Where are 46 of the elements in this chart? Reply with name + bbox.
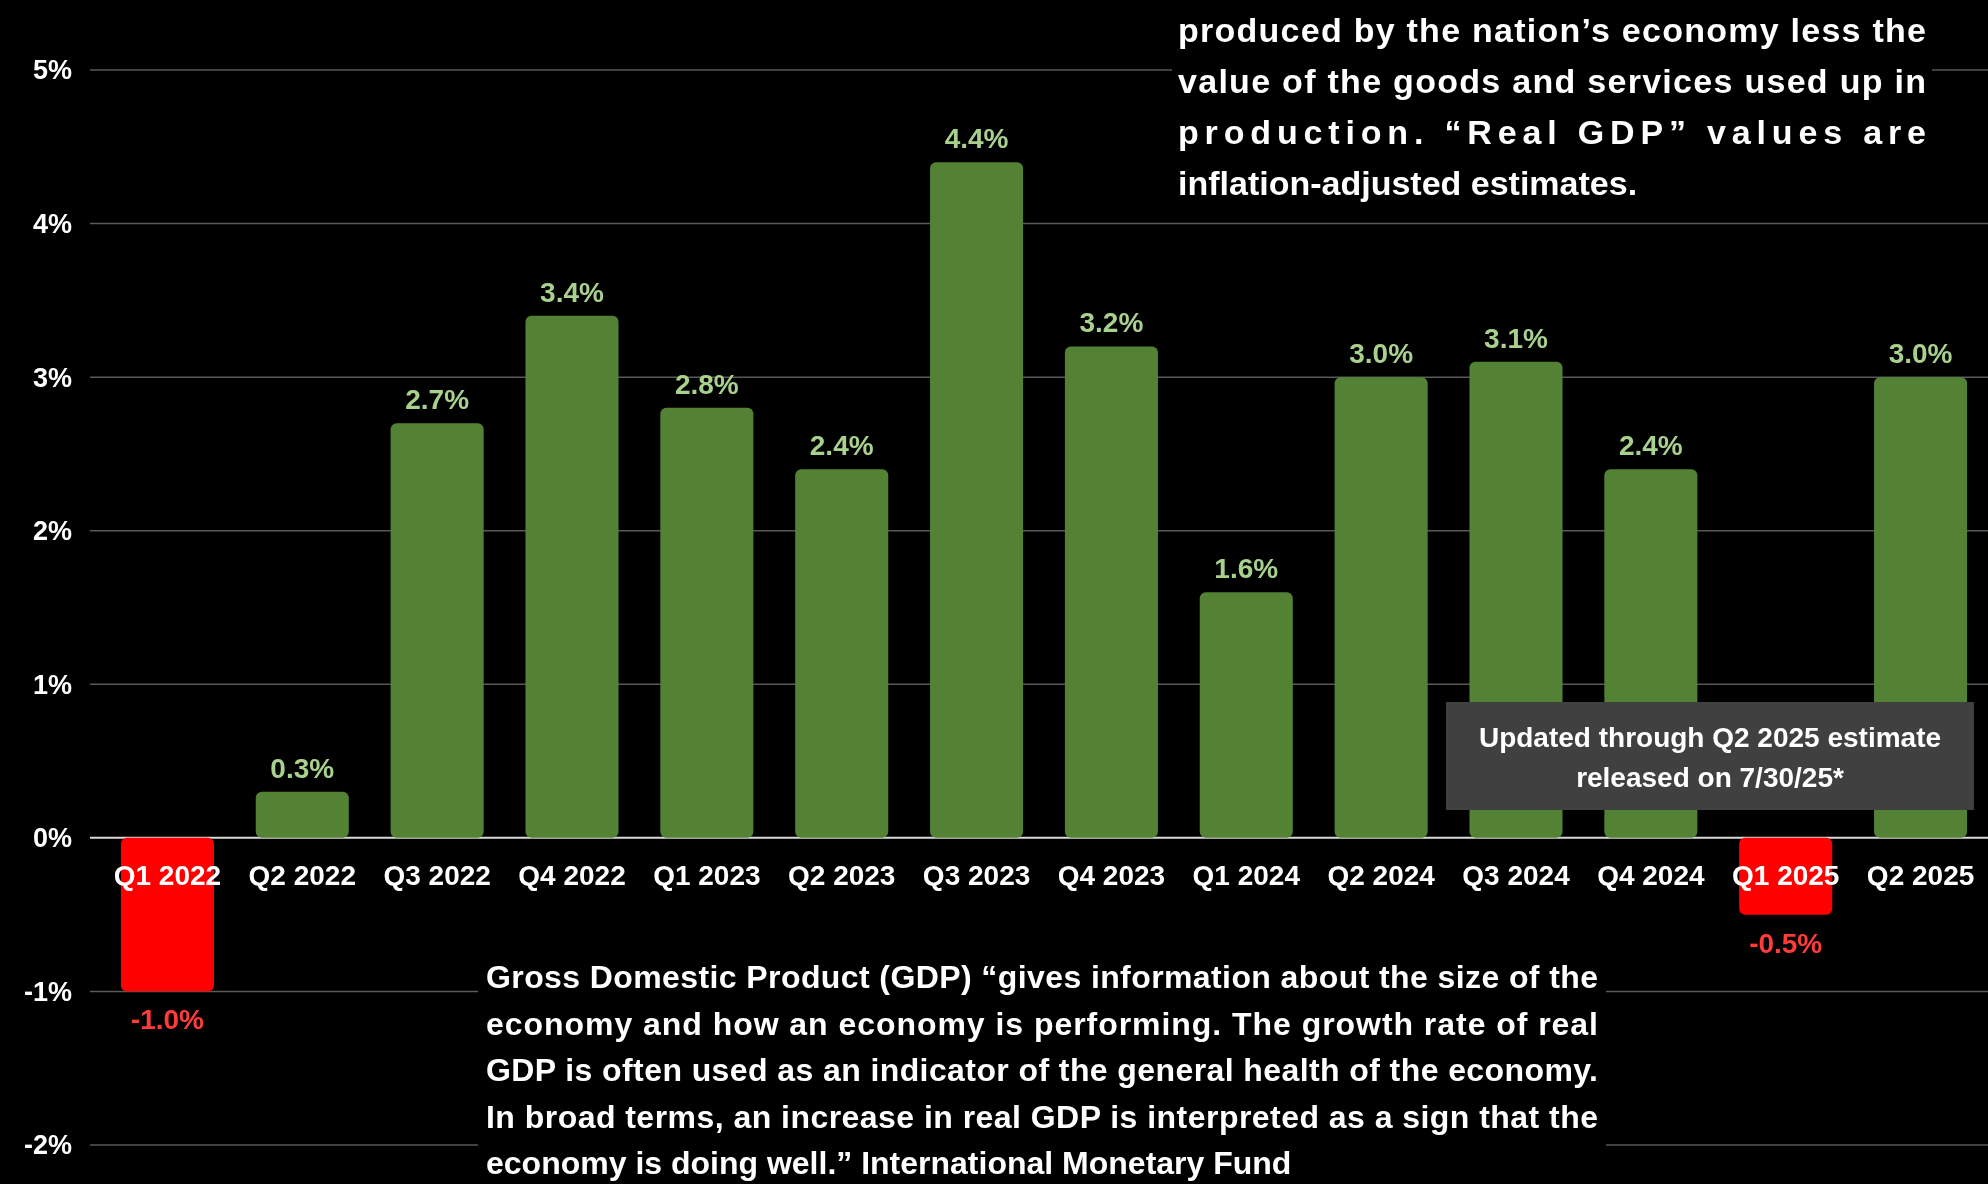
- x-tick-label: Q4 2024: [1597, 859, 1705, 891]
- bar: [795, 469, 889, 838]
- y-tick-label: 3%: [32, 362, 72, 393]
- data-label: 2.8%: [674, 368, 739, 400]
- data-label: 3.1%: [1484, 322, 1549, 354]
- x-tick-label: Q1 2023: [653, 859, 761, 891]
- y-tick-label: -2%: [23, 1130, 72, 1161]
- bar: [390, 423, 484, 838]
- data-label: -0.5%: [1749, 927, 1823, 959]
- annotation: produced by the nation’s economy less the value of the goods and services used up in production. “Real GDP” values are inflation-adjusted estimates.: [1178, 10, 1926, 202]
- x-tick-label: Q4 2023: [1057, 859, 1166, 891]
- x-tick-label: Q3 2023: [922, 859, 1031, 891]
- data-label: 2.7%: [405, 384, 470, 416]
- x-tick-label: Q1 2024: [1192, 859, 1301, 891]
- data-label: 3.2%: [1079, 307, 1144, 339]
- x-tick-label: Q2 2025: [1866, 859, 1975, 891]
- x-tick-label: Q2 2023: [788, 859, 896, 891]
- data-label: 4.4%: [944, 123, 1009, 155]
- y-tick-label: 4%: [32, 209, 72, 240]
- bar: [525, 315, 619, 838]
- y-tick-label: -1%: [23, 976, 72, 1007]
- x-tick-label: Q3 2024: [1462, 859, 1571, 891]
- bar: [1199, 592, 1293, 838]
- annotation: Updated through Q2 2025 estimate released on 7/30/25*: [1478, 722, 1942, 794]
- x-tick-label: Q2 2022: [248, 859, 356, 891]
- y-tick-label: 1%: [32, 669, 72, 700]
- bar: [255, 791, 349, 838]
- bar: [660, 407, 754, 838]
- y-tick-label: 0%: [32, 823, 72, 854]
- data-label: 3.0%: [1888, 338, 1953, 370]
- data-label: -1.0%: [130, 1004, 205, 1036]
- bar: [1064, 346, 1158, 838]
- x-tick-label: Q4 2022: [518, 859, 626, 891]
- y-tick-label: 5%: [32, 55, 72, 86]
- y-tick-label: 2%: [32, 516, 72, 547]
- data-label: 3.4%: [540, 276, 605, 308]
- bar: [1334, 377, 1428, 838]
- annotation: Gross Domestic Product (GDP) “gives information about the size of the economy and how an economy is performing. The growth rate of real GDP is often used as an indicator of the general health of the economy. In broad terms, an increase in real GDP is interpreted as a sign that the economy is doing well.” International Monetary Fund: [486, 959, 1598, 1182]
- data-label: 3.0%: [1349, 338, 1414, 370]
- x-tick-label: Q2 2024: [1327, 859, 1436, 891]
- data-label: 2.4%: [809, 430, 874, 462]
- x-tick-label: Q3 2022: [383, 859, 491, 891]
- data-label: 2.4%: [1618, 430, 1683, 462]
- bar: [930, 162, 1024, 838]
- data-label: 1.6%: [1214, 553, 1279, 585]
- data-label: 0.3%: [270, 752, 335, 784]
